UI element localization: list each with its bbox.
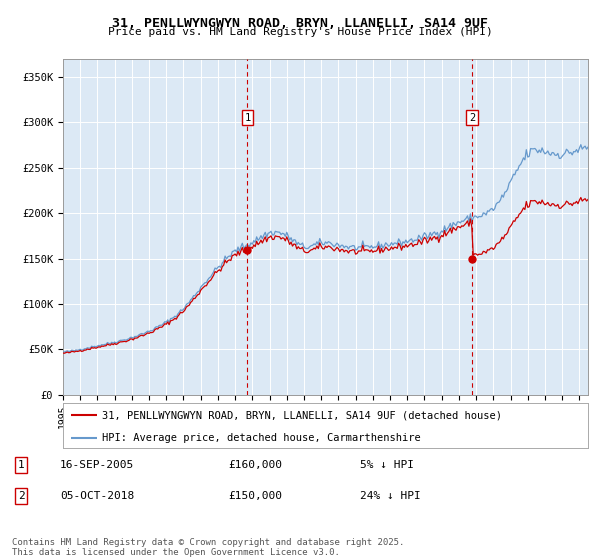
Text: 1: 1: [244, 113, 250, 123]
Text: 31, PENLLWYNGWYN ROAD, BRYN, LLANELLI, SA14 9UF (detached house): 31, PENLLWYNGWYN ROAD, BRYN, LLANELLI, S…: [103, 410, 502, 421]
Text: 1: 1: [17, 460, 25, 470]
Text: 5% ↓ HPI: 5% ↓ HPI: [360, 460, 414, 470]
Text: 16-SEP-2005: 16-SEP-2005: [60, 460, 134, 470]
Text: £160,000: £160,000: [228, 460, 282, 470]
Text: Contains HM Land Registry data © Crown copyright and database right 2025.
This d: Contains HM Land Registry data © Crown c…: [12, 538, 404, 557]
Text: Price paid vs. HM Land Registry's House Price Index (HPI): Price paid vs. HM Land Registry's House …: [107, 27, 493, 37]
Text: 05-OCT-2018: 05-OCT-2018: [60, 491, 134, 501]
Text: 2: 2: [469, 113, 475, 123]
Text: £150,000: £150,000: [228, 491, 282, 501]
Text: HPI: Average price, detached house, Carmarthenshire: HPI: Average price, detached house, Carm…: [103, 433, 421, 443]
Text: 2: 2: [17, 491, 25, 501]
Text: 24% ↓ HPI: 24% ↓ HPI: [360, 491, 421, 501]
Text: 31, PENLLWYNGWYN ROAD, BRYN, LLANELLI, SA14 9UF: 31, PENLLWYNGWYN ROAD, BRYN, LLANELLI, S…: [112, 17, 488, 30]
